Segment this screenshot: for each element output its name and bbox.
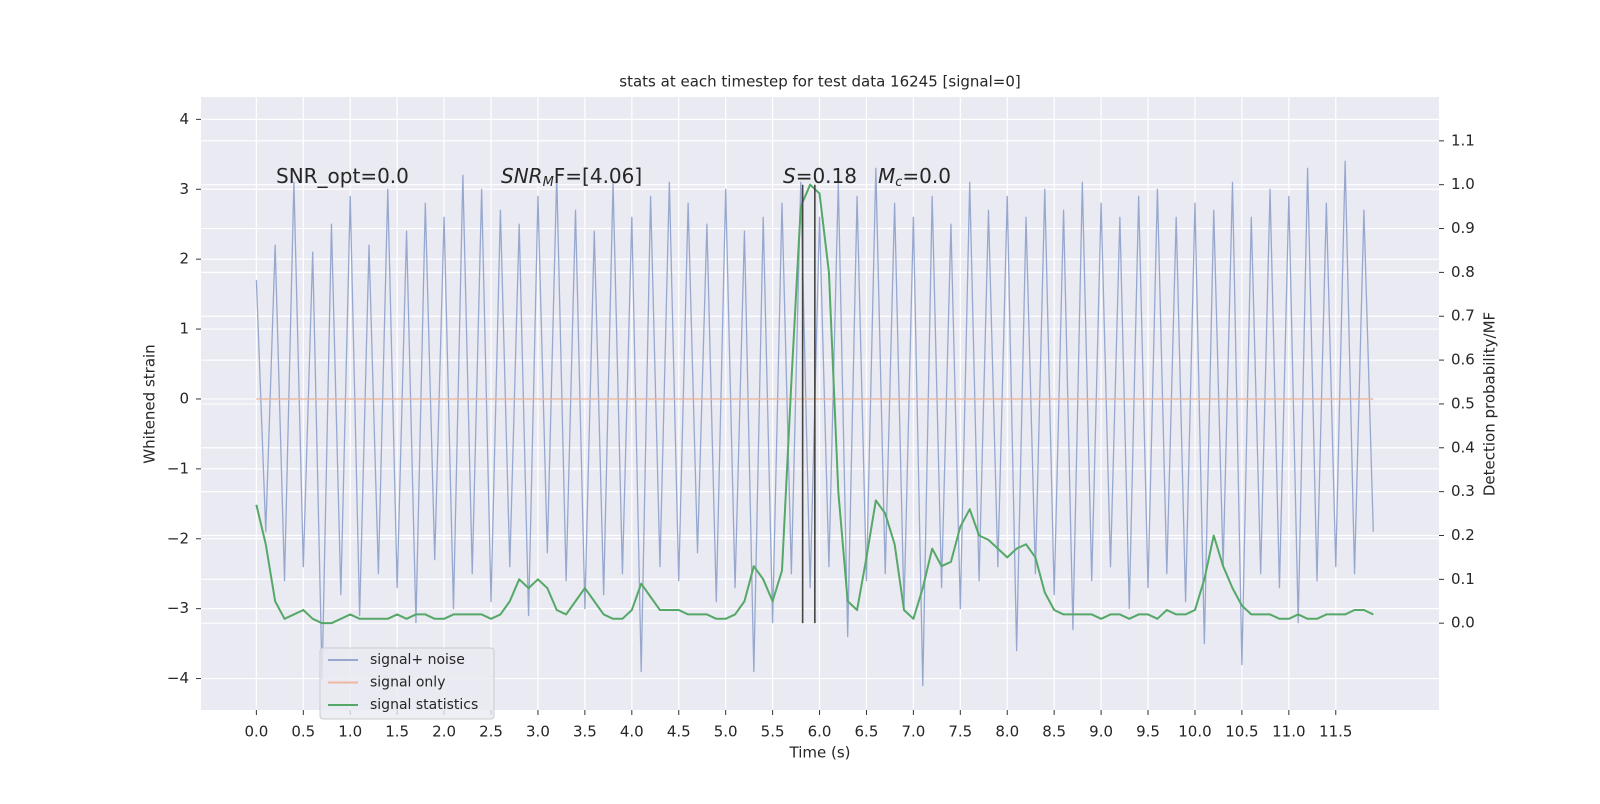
y2-tick-label: 0.9 <box>1451 219 1475 237</box>
x-tick-label: 1.5 <box>385 723 409 741</box>
y2-tick-label: 0.5 <box>1451 394 1475 412</box>
y2-tick-label: 0.1 <box>1451 570 1475 588</box>
x-tick-label: 5.5 <box>761 723 785 741</box>
y2-tick-label: 0.6 <box>1451 351 1475 369</box>
x-tick-label: 5.0 <box>714 723 738 741</box>
y-tick-label: 2 <box>179 250 189 268</box>
annotation-part: SNR <box>501 164 543 188</box>
y2-tick-label: 0.3 <box>1451 482 1475 500</box>
legend-box <box>319 647 495 720</box>
x-tick-label: 10.5 <box>1225 723 1258 741</box>
x-tick-label: 0.5 <box>291 723 315 741</box>
chart-title: stats at each timestep for test data 162… <box>619 73 1020 91</box>
x-tick-label: 8.0 <box>995 723 1019 741</box>
annotation: S=0.18 <box>783 164 857 188</box>
annotation-part: SNR_opt=0.0 <box>276 164 409 188</box>
y-axis-label: Whitened strain <box>141 344 159 463</box>
legend-label: signal only <box>370 675 445 691</box>
x-tick-label: 0.0 <box>244 723 268 741</box>
annotations: SNR_opt=0.0 SNRMF=[4.06] S=0.18 Mc=0.0 <box>276 164 951 190</box>
annotation: Mc=0.0 <box>878 164 951 190</box>
y-tick-label: 4 <box>179 110 189 128</box>
x-tick-label: 6.0 <box>808 723 832 741</box>
y-tick-label: 1 <box>179 320 189 338</box>
y2-tick-label: 0.8 <box>1451 263 1475 281</box>
y2-axis-label: Detection probability/MF <box>1481 312 1499 496</box>
annotation-part: M <box>543 175 554 190</box>
x-tick-label: 11.0 <box>1272 723 1305 741</box>
x-tick-label: 1.0 <box>338 723 362 741</box>
annotation-part: F=[4.06] <box>554 164 642 188</box>
x-axis-label: Time (s) <box>789 744 851 762</box>
y-tick-label: −1 <box>167 459 189 477</box>
y2-tick-label: 0.2 <box>1451 526 1475 544</box>
x-tick-label: 7.5 <box>948 723 972 741</box>
y2-tick-label: 0.4 <box>1451 438 1475 456</box>
y2-tick-label: 1.1 <box>1451 131 1475 149</box>
annotation: SNRMF=[4.06] <box>501 164 642 190</box>
y-tick-label: −3 <box>167 599 189 617</box>
legend-label: signal statistics <box>370 697 478 713</box>
y-tick-label: 0 <box>179 389 189 407</box>
grid: 0.0 0.5 1.0 1.5 2.0 2.5 3.0 3.5 4.0 4.5 5.0 5.5 6.0 6… <box>167 97 1475 741</box>
legend-label: signal+ noise <box>370 652 465 668</box>
x-tick-label: 11.5 <box>1319 723 1352 741</box>
y2-tick-label: 0.7 <box>1451 307 1475 325</box>
annotation-part: M <box>878 164 895 188</box>
x-tick-label: 10.0 <box>1178 723 1211 741</box>
y2-tick-label: 0.0 <box>1451 614 1475 632</box>
x-tick-label: 4.0 <box>620 723 644 741</box>
y-tick-label: −2 <box>167 529 189 547</box>
x-tick-label: 7.0 <box>901 723 925 741</box>
y-tick-label: −4 <box>167 669 189 687</box>
x-tick-label: 3.5 <box>573 723 597 741</box>
y-tick-label: 3 <box>179 180 189 198</box>
x-tick-label: 9.5 <box>1136 723 1160 741</box>
x-tick-label: 9.0 <box>1089 723 1113 741</box>
annotation-part: =0.18 <box>796 164 857 188</box>
x-tick-label: 3.0 <box>526 723 550 741</box>
x-tick-label: 2.5 <box>479 723 503 741</box>
annotation-part: =0.0 <box>902 164 951 188</box>
annotation-part: c <box>895 175 902 190</box>
x-tick-label: 6.5 <box>855 723 879 741</box>
legend: signal+ noise signal only signal statistic… <box>319 647 495 720</box>
x-tick-label: 4.5 <box>667 723 691 741</box>
y2-tick-label: 1.0 <box>1451 175 1475 193</box>
marks <box>255 160 1374 687</box>
annotation: SNR_opt=0.0 <box>276 164 409 188</box>
x-tick-label: 2.0 <box>432 723 456 741</box>
x-tick-label: 8.5 <box>1042 723 1066 741</box>
annotation-part: S <box>783 164 796 188</box>
